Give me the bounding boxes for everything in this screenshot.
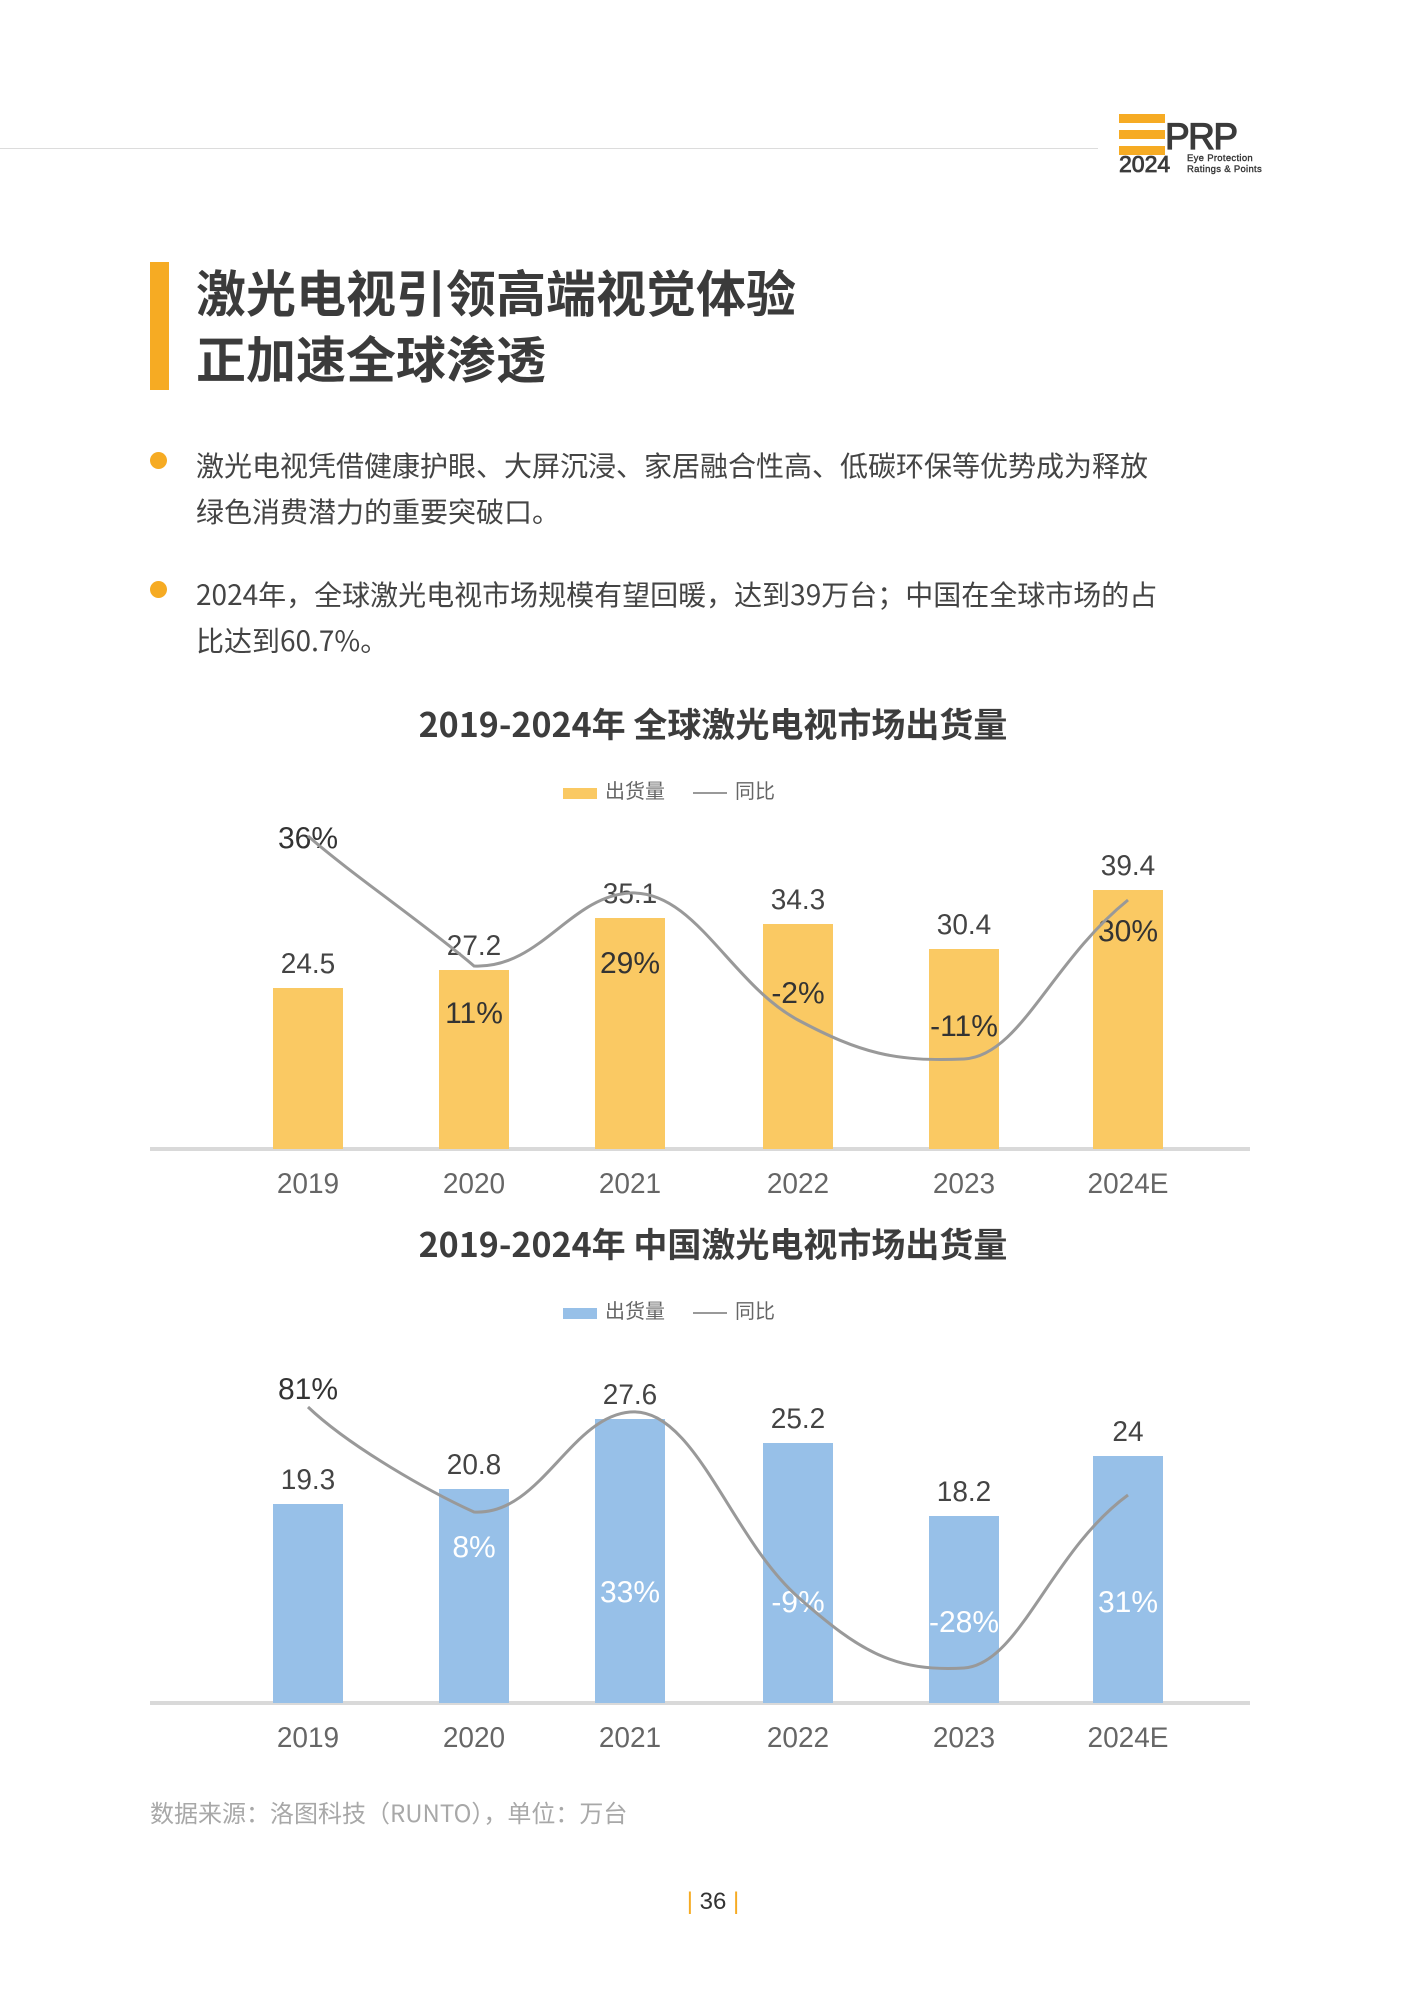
svg-text:2020: 2020 xyxy=(443,1168,505,1198)
svg-text:2019: 2019 xyxy=(277,1722,339,1752)
svg-text:-11%: -11% xyxy=(930,1010,998,1043)
svg-text:2024E: 2024E xyxy=(1088,1722,1169,1752)
svg-text:同比: 同比 xyxy=(735,780,775,803)
svg-text:2024: 2024 xyxy=(1119,151,1170,175)
svg-text:27.2: 27.2 xyxy=(447,930,502,961)
svg-text:2023: 2023 xyxy=(933,1168,995,1198)
svg-text:2022: 2022 xyxy=(767,1168,829,1198)
svg-text:出货量: 出货量 xyxy=(605,780,665,803)
svg-text:2021: 2021 xyxy=(599,1722,661,1752)
svg-text:30.4: 30.4 xyxy=(937,909,992,940)
svg-text:27.6: 27.6 xyxy=(603,1379,658,1410)
svg-text:24: 24 xyxy=(1112,1416,1143,1447)
svg-text:2023: 2023 xyxy=(933,1722,995,1752)
svg-text:Eye Protection: Eye Protection xyxy=(1187,153,1253,164)
svg-text:20.8: 20.8 xyxy=(447,1449,502,1480)
svg-text:2024E: 2024E xyxy=(1088,1168,1169,1198)
svg-text:39.4: 39.4 xyxy=(1101,850,1156,881)
svg-text:出货量: 出货量 xyxy=(605,1300,665,1323)
svg-text:18.2: 18.2 xyxy=(937,1476,992,1507)
svg-text:Ratings & Points: Ratings & Points xyxy=(1187,164,1262,175)
svg-text:-28%: -28% xyxy=(929,1606,999,1639)
svg-text:81%: 81% xyxy=(278,1373,338,1406)
svg-text:-2%: -2% xyxy=(771,977,824,1010)
svg-text:34.3: 34.3 xyxy=(771,884,826,915)
svg-text:2019: 2019 xyxy=(277,1168,339,1198)
svg-text:同比: 同比 xyxy=(735,1300,775,1323)
svg-text:31%: 31% xyxy=(1098,1586,1158,1619)
svg-text:19.3: 19.3 xyxy=(281,1464,336,1495)
svg-text:2021: 2021 xyxy=(599,1168,661,1198)
svg-text:25.2: 25.2 xyxy=(771,1403,826,1434)
svg-text:2020: 2020 xyxy=(443,1722,505,1752)
svg-text:11%: 11% xyxy=(445,997,503,1030)
svg-text:2022: 2022 xyxy=(767,1722,829,1752)
svg-text:PRP: PRP xyxy=(1165,116,1237,157)
svg-text:29%: 29% xyxy=(600,947,660,980)
svg-text:33%: 33% xyxy=(600,1576,660,1609)
svg-text:24.5: 24.5 xyxy=(281,948,336,979)
svg-text:8%: 8% xyxy=(452,1531,495,1564)
svg-text:36%: 36% xyxy=(278,822,338,855)
